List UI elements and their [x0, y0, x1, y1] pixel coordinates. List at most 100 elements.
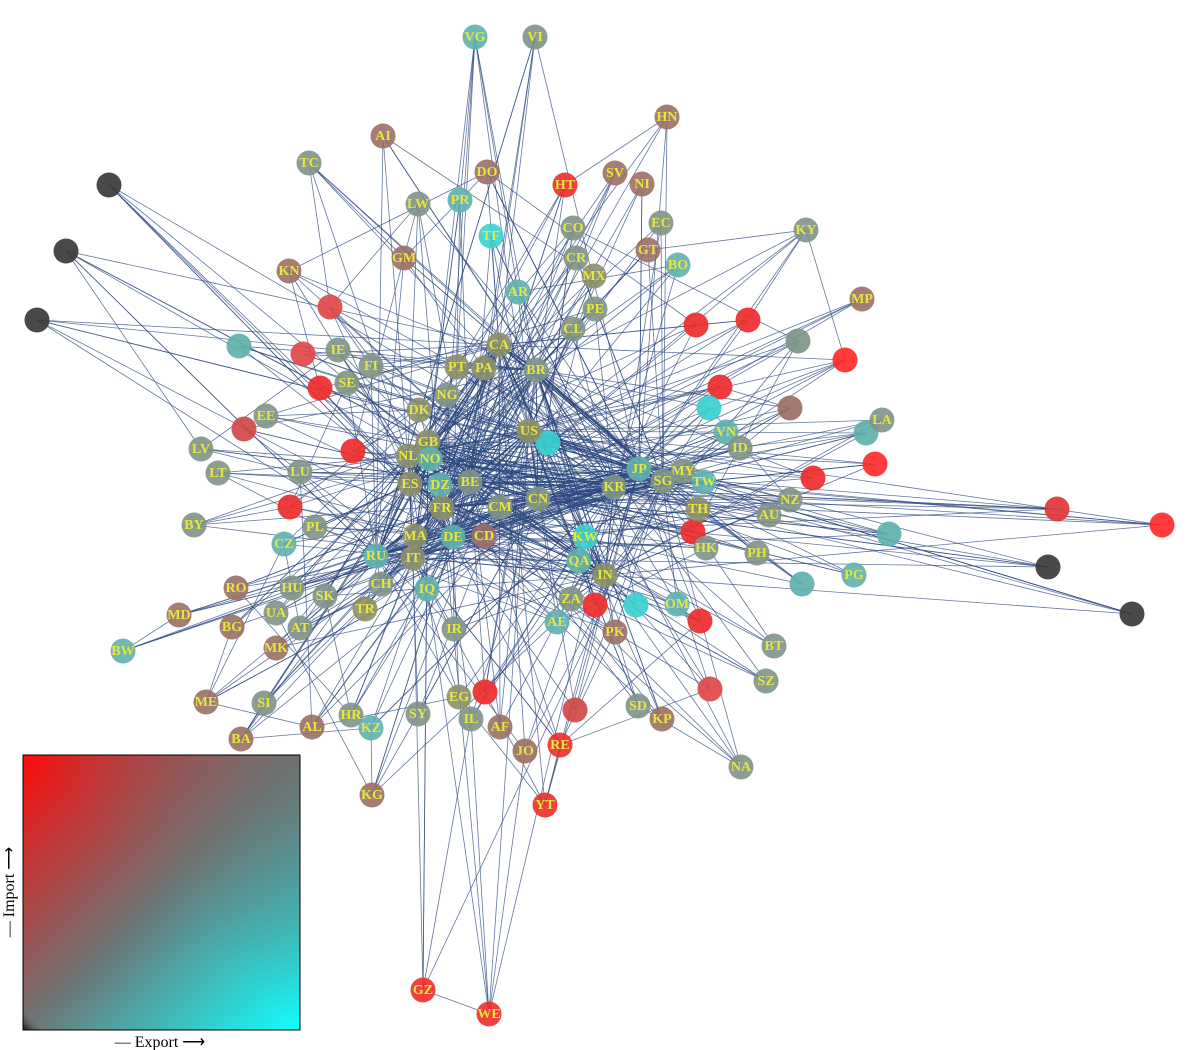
edge: [537, 498, 1049, 568]
edge: [422, 718, 472, 991]
node-label: BE: [461, 475, 480, 490]
node: [849, 286, 875, 312]
edge: [469, 481, 1163, 526]
node-label: AL: [302, 720, 321, 735]
node-label: IR: [446, 622, 462, 637]
edge: [486, 171, 697, 326]
node-label: PL: [306, 520, 324, 535]
node-label: SD: [629, 699, 647, 714]
edge: [535, 369, 640, 470]
node-label: JO: [516, 744, 534, 759]
legend-x-label: — Export ⟶: [114, 1034, 206, 1050]
node-label: LA: [872, 413, 892, 428]
node: [841, 562, 867, 588]
node-label: TF: [482, 229, 500, 244]
node-label: NI: [634, 177, 650, 192]
node: [560, 316, 586, 342]
edge: [193, 506, 291, 526]
edge: [364, 536, 454, 610]
edge: [427, 441, 1133, 615]
edge: [613, 486, 855, 576]
edge: [498, 36, 536, 346]
edge: [483, 36, 536, 369]
node: [188, 436, 214, 462]
node: [368, 571, 394, 597]
node: [832, 347, 858, 373]
node: [601, 474, 627, 500]
node-label: BR: [526, 363, 546, 378]
node-label: KW: [573, 530, 598, 545]
node: [166, 602, 192, 628]
node: [581, 263, 607, 289]
edge: [412, 442, 549, 559]
node: [471, 523, 497, 549]
edge: [441, 359, 846, 509]
node: [359, 782, 385, 808]
node: [800, 465, 826, 491]
node: [649, 706, 675, 732]
node: [53, 238, 79, 264]
edge: [235, 507, 443, 589]
node-label: VI: [527, 30, 543, 45]
node-label: CZ: [274, 537, 293, 552]
node: [654, 104, 680, 130]
node-label: LU: [290, 465, 309, 480]
node-label: UA: [266, 606, 287, 621]
edge: [483, 367, 615, 488]
node-label: PA: [475, 361, 494, 376]
node: [352, 596, 378, 622]
node: [625, 693, 651, 719]
edge: [528, 340, 799, 432]
edge: [441, 507, 803, 585]
edge: [535, 369, 767, 682]
node: [735, 307, 761, 333]
node-label: SI: [257, 696, 270, 711]
node-label: GM: [392, 251, 416, 266]
node-label: KY: [796, 223, 817, 238]
node: [334, 370, 360, 396]
node-label: NG: [437, 388, 458, 403]
node-label: DE: [443, 530, 462, 545]
node-label: KZ: [361, 721, 381, 736]
edge: [441, 116, 668, 509]
node: [487, 714, 513, 740]
node: [522, 24, 548, 50]
edge: [528, 430, 596, 606]
edge: [308, 162, 405, 259]
edge: [329, 203, 419, 308]
node-label: FR: [433, 501, 453, 516]
edge: [288, 171, 488, 272]
node: [406, 397, 432, 423]
node-label: TW: [692, 475, 715, 490]
edge: [805, 229, 846, 361]
node: [592, 562, 618, 588]
node: [263, 600, 289, 626]
node: [478, 223, 504, 249]
edge: [346, 382, 409, 457]
node-label: TH: [688, 502, 708, 517]
node-label: IE: [331, 343, 346, 358]
edge: [537, 498, 711, 690]
node-label: CL: [563, 322, 582, 337]
edge: [427, 386, 721, 443]
node-label: NZ: [780, 493, 799, 508]
node: [862, 451, 888, 477]
edge: [407, 386, 721, 457]
node-label: KP: [652, 712, 672, 727]
node: [691, 469, 717, 495]
node: [271, 531, 297, 557]
node: [532, 792, 558, 818]
edge: [469, 481, 486, 693]
node-label: HR: [341, 708, 363, 723]
node: [544, 609, 570, 635]
edge: [441, 432, 867, 509]
node-label: CM: [488, 500, 511, 515]
node: [744, 540, 770, 566]
edge: [575, 257, 664, 482]
node-label: HU: [282, 581, 303, 596]
node: [562, 697, 588, 723]
edge: [559, 631, 616, 746]
edge: [288, 270, 321, 389]
node: [370, 123, 396, 149]
edge: [36, 319, 500, 346]
